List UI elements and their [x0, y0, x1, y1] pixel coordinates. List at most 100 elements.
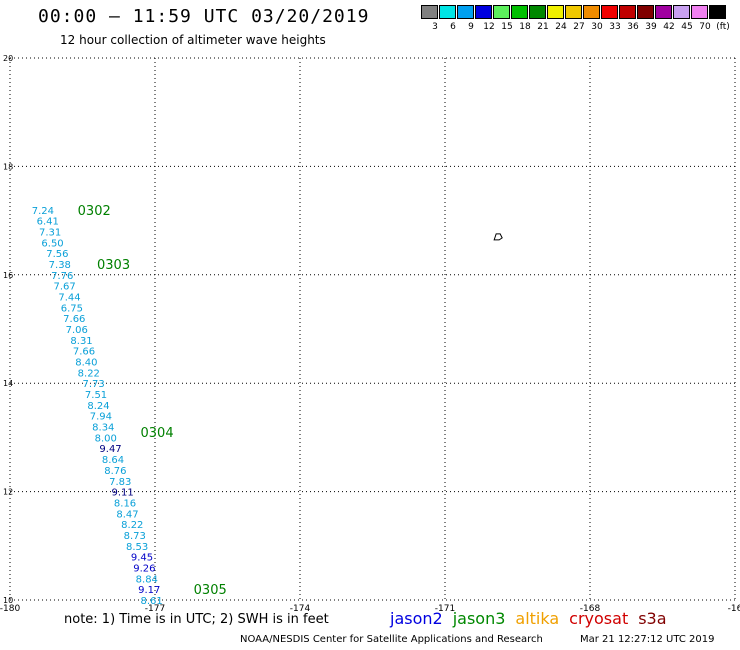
legend-label: 39	[645, 22, 657, 32]
y-tick-label: 12	[3, 488, 13, 497]
wave-height-value: 9.45	[131, 553, 153, 564]
wave-height-value: 8.53	[126, 542, 148, 553]
legend-swatch	[511, 5, 528, 19]
generated-timestamp: Mar 21 12:27:12 UTC 2019	[580, 634, 715, 645]
pass-time-label: 0304	[141, 426, 174, 441]
pass-time-labels: 0302 0303 0304 0305	[78, 204, 227, 598]
satellite-name: cryosat	[569, 609, 629, 628]
legend-swatch	[565, 5, 582, 19]
legend-swatch	[457, 5, 474, 19]
legend-swatch	[493, 5, 510, 19]
wave-height-value: 8.16	[114, 498, 136, 509]
wave-height-value: 7.44	[58, 292, 80, 303]
wave-height-value: 8.22	[78, 368, 100, 379]
x-tick-label: -177	[145, 604, 165, 614]
satellite-name: jason2	[390, 609, 443, 628]
wave-height-value: 7.73	[83, 379, 105, 390]
wave-height-value: 8.61	[141, 596, 163, 607]
legend-swatch	[547, 5, 564, 19]
legend-swatch	[709, 5, 726, 19]
legend-label: 70	[699, 22, 711, 32]
legend-label: (ft)	[716, 22, 730, 32]
wave-height-value: 7.94	[90, 412, 112, 423]
legend-swatch	[601, 5, 618, 19]
satellite-legend: jason2 jason3 altika cryosat s3a	[390, 609, 677, 628]
legend-swatch	[655, 5, 672, 19]
legend-label: 33	[609, 22, 621, 32]
wave-height-value: 7.83	[109, 477, 131, 488]
wave-height-value: 7.67	[54, 282, 76, 293]
wave-height-value: 6.50	[41, 238, 63, 249]
wave-height-value: 8.47	[116, 509, 138, 520]
legend-label: 15	[501, 22, 513, 32]
wave-height-value: 7.66	[63, 314, 85, 325]
wave-height-value: 7.66	[73, 347, 95, 358]
island-outline	[493, 233, 503, 241]
legend-label: 3	[432, 22, 438, 32]
wave-height-value: 9.47	[99, 444, 121, 455]
satellite-name: s3a	[638, 609, 667, 628]
legend-label: 42	[663, 22, 675, 32]
satellite-name: altika	[515, 609, 560, 628]
wave-height-value: 6.41	[37, 217, 59, 228]
wave-height-value: 8.73	[124, 531, 146, 542]
pass-time-label: 0305	[194, 583, 227, 598]
y-tick-label: 10	[3, 596, 13, 605]
wave-height-value: 9.17	[138, 585, 160, 596]
y-tick-label: 14	[3, 379, 13, 388]
legend-label: 27	[573, 22, 585, 32]
legend-swatch	[475, 5, 492, 19]
satellite-name: jason3	[452, 609, 506, 628]
legend-swatch	[619, 5, 636, 19]
legend-swatch	[673, 5, 690, 19]
legend-label: 12	[483, 22, 495, 32]
island-marker	[493, 233, 503, 241]
wave-height-value: 9.26	[133, 563, 155, 574]
wave-height-value: 8.34	[92, 423, 114, 434]
legend-label: 9	[468, 22, 474, 32]
legend-swatch	[529, 5, 546, 19]
legend-label: 36	[627, 22, 639, 32]
legend-swatch	[439, 5, 456, 19]
wave-height-value: 6.75	[61, 303, 83, 314]
y-tick-label: 18	[3, 162, 13, 171]
x-tick-label: -171	[435, 604, 455, 614]
wave-height-value: 7.51	[85, 390, 107, 401]
legend-swatch	[583, 5, 600, 19]
wave-height-value: 8.84	[136, 574, 158, 585]
legend-label: 45	[681, 22, 693, 32]
wave-height-value: 8.00	[95, 433, 117, 444]
wave-height-value: 7.56	[46, 249, 68, 260]
legend-swatch	[421, 5, 438, 19]
wave-height-value: 8.40	[75, 358, 97, 369]
legend-label: 18	[519, 22, 531, 32]
wave-height-value: 7.31	[39, 227, 61, 238]
legend-label: 6	[450, 22, 456, 32]
wave-height-value: 7.38	[49, 260, 71, 271]
legend-swatch	[691, 5, 708, 19]
map-grid	[9, 57, 736, 601]
wave-height-labels: 7.246.417.316.507.567.387.767.677.446.75…	[32, 206, 163, 607]
legend-label: 30	[591, 22, 603, 32]
wave-height-value: 8.31	[70, 336, 92, 347]
x-tick-label: -168	[580, 604, 601, 614]
y-tick-label: 16	[3, 271, 13, 280]
wave-height-value: 8.22	[121, 520, 143, 531]
credit-line: NOAA/NESDIS Center for Satellite Applica…	[240, 634, 543, 645]
footer-note: note: 1) Time is in UTC; 2) SWH is in fe…	[64, 612, 329, 627]
y-tick-label: 20	[3, 54, 13, 63]
x-tick-label: -174	[290, 604, 311, 614]
legend-label: 24	[555, 22, 567, 32]
pass-time-label: 0302	[78, 204, 111, 219]
map-subtitle: 12 hour collection of altimeter wave hei…	[60, 33, 326, 47]
map-title: 00:00 – 11:59 UTC 03/20/2019	[38, 6, 370, 27]
x-tick-label: -16	[728, 604, 740, 614]
legend-label: 21	[537, 22, 549, 32]
wave-height-value: 7.06	[66, 325, 88, 336]
wave-height-value: 7.24	[32, 206, 54, 217]
wave-height-value: 8.76	[104, 466, 126, 477]
axis-ticks: -180 -177 -174 -171 -168 -16 20 18 16 14 12 10	[0, 54, 740, 614]
wave-height-value: 7.76	[51, 271, 73, 282]
wave-height-value: 8.24	[87, 401, 109, 412]
